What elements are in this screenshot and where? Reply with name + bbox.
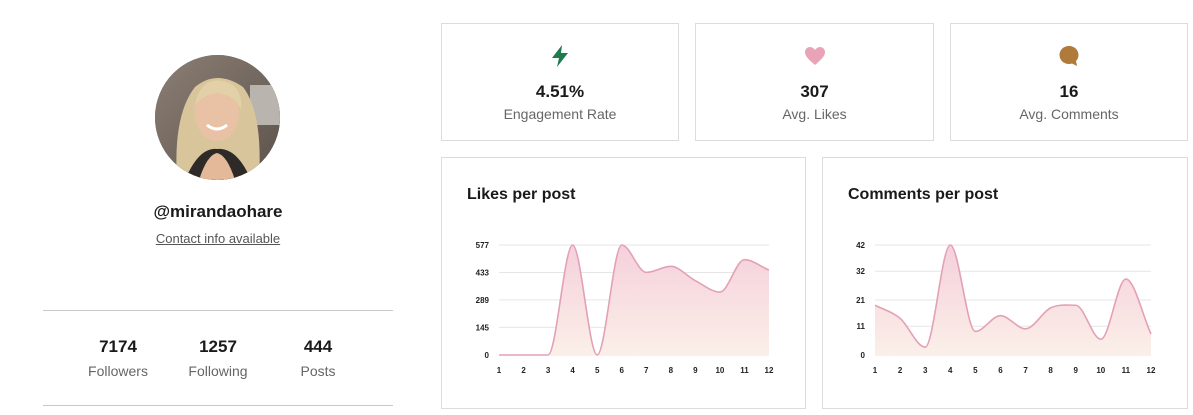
x-tick-label: 2 bbox=[898, 366, 903, 375]
divider bbox=[43, 405, 393, 406]
data-point bbox=[596, 354, 599, 357]
x-tick-label: 10 bbox=[1096, 366, 1105, 375]
data-point bbox=[498, 354, 501, 357]
data-point bbox=[547, 354, 550, 357]
x-tick-label: 7 bbox=[1023, 366, 1028, 375]
x-tick-label: 12 bbox=[1147, 366, 1156, 375]
y-tick-label: 11 bbox=[857, 322, 866, 331]
data-point bbox=[874, 304, 877, 307]
x-tick-label: 8 bbox=[669, 366, 674, 375]
heart-icon bbox=[804, 47, 825, 65]
x-tick-label: 8 bbox=[1048, 366, 1053, 375]
x-tick-label: 10 bbox=[715, 366, 724, 375]
series-line bbox=[874, 244, 1152, 348]
data-point bbox=[1024, 327, 1027, 330]
y-tick-label: 21 bbox=[856, 296, 865, 305]
data-point bbox=[694, 279, 697, 282]
series-area bbox=[499, 245, 769, 355]
data-point bbox=[949, 244, 952, 247]
series-line bbox=[499, 244, 770, 356]
x-tick-label: 6 bbox=[998, 366, 1003, 375]
x-tick-label: 1 bbox=[873, 366, 878, 375]
divider bbox=[43, 310, 393, 311]
stat-following: 1257 Following bbox=[168, 337, 268, 379]
likes-chart-title: Likes per post bbox=[467, 186, 576, 203]
y-tick-label: 577 bbox=[476, 241, 490, 250]
x-tick-label: 9 bbox=[693, 366, 698, 375]
data-point bbox=[899, 317, 902, 320]
y-tick-label: 433 bbox=[476, 268, 490, 277]
avg-likes-value: 307 bbox=[800, 82, 829, 101]
comments-chart-title: Comments per post bbox=[848, 186, 999, 203]
followers-label: Followers bbox=[88, 363, 148, 379]
contact-info-link[interactable]: Contact info available bbox=[155, 231, 281, 246]
x-tick-label: 4 bbox=[570, 366, 575, 375]
series-area bbox=[875, 245, 1151, 355]
x-tick-label: 6 bbox=[620, 366, 625, 375]
x-tick-label: 3 bbox=[923, 366, 928, 375]
avg-likes-label: Avg. Likes bbox=[782, 106, 847, 122]
avg-comments-value: 16 bbox=[1059, 82, 1079, 101]
y-tick-label: 0 bbox=[861, 351, 866, 360]
data-point bbox=[924, 346, 927, 349]
stat-followers: 7174 Followers bbox=[68, 337, 168, 379]
x-tick-label: 12 bbox=[765, 366, 774, 375]
y-tick-label: 0 bbox=[485, 351, 490, 360]
x-tick-label: 11 bbox=[740, 366, 749, 375]
data-point bbox=[1150, 333, 1153, 336]
lightning-icon bbox=[552, 45, 568, 67]
posts-count: 444 bbox=[303, 337, 333, 356]
x-tick-label: 2 bbox=[521, 366, 526, 375]
avatar bbox=[155, 55, 280, 180]
data-point bbox=[620, 244, 623, 247]
x-tick-label: 5 bbox=[973, 366, 978, 375]
following-label: Following bbox=[188, 363, 248, 379]
data-point bbox=[743, 258, 746, 261]
y-tick-label: 289 bbox=[476, 296, 490, 305]
data-point bbox=[974, 330, 977, 333]
data-point bbox=[571, 244, 574, 247]
engagement-rate-value: 4.51% bbox=[535, 82, 585, 101]
data-point bbox=[718, 291, 721, 294]
engagement-rate-label: Engagement Rate bbox=[503, 106, 617, 122]
data-point bbox=[999, 314, 1002, 317]
followers-count: 7174 bbox=[99, 337, 137, 356]
x-tick-label: 5 bbox=[595, 366, 600, 375]
x-tick-label: 7 bbox=[644, 366, 649, 375]
data-point bbox=[1074, 304, 1077, 307]
engagement-rate-card: 4.51% Engagement Rate bbox=[441, 23, 679, 141]
profile-stats: 7174 Followers 1257 Following 444 Posts bbox=[73, 337, 363, 387]
data-point bbox=[645, 271, 648, 274]
y-tick-label: 32 bbox=[856, 267, 865, 276]
data-point bbox=[1099, 338, 1102, 341]
comments-chart-card: Comments per post 0 11 21 32 42 1 2 3 4 5 6 7 8 9 10 11… bbox=[822, 157, 1188, 409]
likes-chart-card: Likes per post 0 145 289 433 577 1 2 3 4 5 6 7 8 9 10 1… bbox=[441, 157, 806, 409]
avg-comments-label: Avg. Comments bbox=[1019, 106, 1119, 122]
data-point bbox=[1124, 278, 1127, 281]
x-tick-label: 9 bbox=[1074, 366, 1079, 375]
avg-comments-card: 16 Avg. Comments bbox=[950, 23, 1188, 141]
data-point bbox=[669, 265, 672, 268]
x-tick-label: 1 bbox=[497, 366, 502, 375]
y-tick-label: 145 bbox=[476, 323, 490, 332]
comment-bubble-icon bbox=[1059, 46, 1079, 66]
following-count: 1257 bbox=[199, 337, 237, 356]
avg-likes-card: 307 Avg. Likes bbox=[695, 23, 934, 141]
y-tick-label: 42 bbox=[856, 241, 865, 250]
profile-handle: @mirandaohare bbox=[153, 202, 283, 221]
x-tick-label: 3 bbox=[546, 366, 551, 375]
data-point bbox=[522, 354, 525, 357]
data-point bbox=[1049, 306, 1052, 309]
data-point bbox=[768, 269, 771, 272]
avatar-photo bbox=[155, 55, 280, 180]
stat-posts: 444 Posts bbox=[268, 337, 368, 379]
posts-label: Posts bbox=[300, 363, 336, 379]
x-tick-label: 11 bbox=[1122, 366, 1131, 375]
x-tick-label: 4 bbox=[948, 366, 953, 375]
